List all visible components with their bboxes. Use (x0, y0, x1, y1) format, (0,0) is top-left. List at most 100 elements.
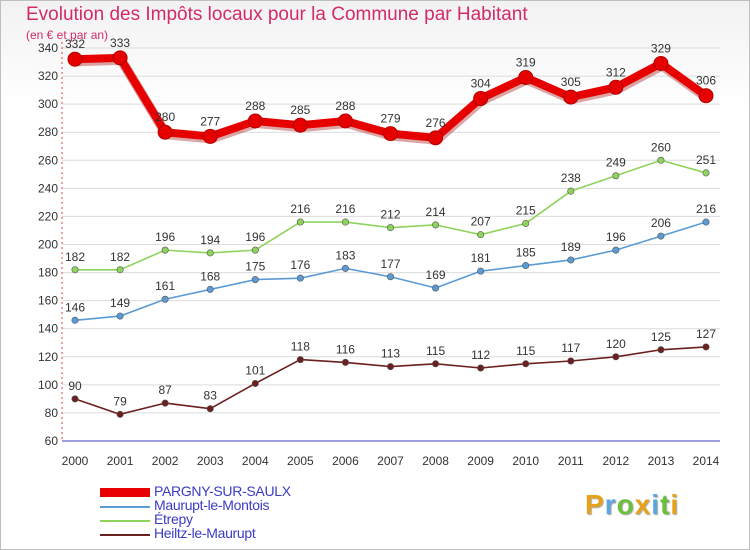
data-label: 194 (200, 233, 220, 247)
proxiti-logo: Proxiti (585, 489, 679, 521)
data-label: 304 (471, 77, 491, 91)
data-point (341, 264, 349, 272)
data-label: 169 (426, 268, 446, 282)
data-point (251, 246, 259, 254)
data-point (386, 273, 394, 281)
data-point (161, 246, 169, 254)
data-label: 90 (68, 379, 82, 393)
data-point (702, 218, 710, 226)
legend-swatch (100, 488, 150, 497)
data-point (657, 156, 665, 164)
data-label: 168 (200, 269, 220, 283)
data-point (337, 113, 353, 129)
data-point (567, 187, 575, 195)
data-point (341, 218, 349, 226)
data-point (477, 364, 485, 372)
data-label: 101 (245, 363, 265, 377)
data-label: 112 (471, 348, 490, 362)
data-label: 206 (651, 216, 671, 230)
data-point (251, 379, 259, 387)
x-tick-label: 2004 (242, 454, 269, 468)
data-point (657, 232, 665, 240)
data-point (477, 231, 485, 239)
data-point (296, 274, 304, 282)
data-label: 214 (426, 205, 446, 219)
data-label: 305 (561, 75, 581, 89)
data-label: 183 (335, 248, 355, 262)
data-label: 149 (110, 296, 130, 310)
data-point (292, 117, 308, 133)
data-label: 251 (696, 153, 716, 167)
data-point (71, 266, 79, 274)
data-label: 117 (561, 341, 580, 355)
data-point (522, 360, 530, 368)
logo-letter: o (616, 489, 635, 520)
data-label: 182 (65, 250, 85, 264)
y-tick-label: 280 (38, 125, 58, 139)
y-tick-label: 200 (38, 238, 58, 252)
legend-swatch (100, 534, 150, 536)
data-label: 249 (606, 156, 626, 170)
data-label: 333 (110, 36, 130, 50)
data-label: 319 (516, 55, 536, 69)
data-label: 216 (335, 202, 355, 216)
legend-label: Maurupt-le-Montois (154, 497, 270, 513)
data-point (157, 124, 173, 140)
data-label: 196 (606, 230, 626, 244)
data-label: 196 (245, 230, 265, 244)
legend-label: Étrepy (154, 511, 193, 527)
y-tick-label: 100 (38, 378, 58, 392)
data-label: 306 (696, 74, 716, 88)
data-point (698, 88, 714, 104)
data-point (432, 360, 440, 368)
legend-swatch (100, 520, 150, 522)
x-tick-label: 2007 (377, 454, 404, 468)
x-tick-label: 2010 (512, 454, 539, 468)
data-label: 127 (696, 327, 716, 341)
data-point (383, 126, 398, 142)
data-point (473, 91, 489, 107)
data-label: 288 (245, 99, 265, 113)
chart-title: Evolution des Impôts locaux pour la Comm… (26, 4, 528, 25)
data-point (702, 343, 710, 351)
x-tick-label: 2008 (422, 454, 449, 468)
data-label: 185 (516, 246, 536, 260)
x-tick-label: 2003 (197, 454, 224, 468)
data-label: 215 (516, 203, 536, 217)
logo-letter: i (670, 489, 680, 520)
data-point (612, 246, 620, 254)
data-label: 332 (65, 37, 85, 51)
data-point (702, 169, 710, 177)
data-label: 212 (380, 208, 400, 222)
data-label: 238 (561, 171, 581, 185)
data-point (161, 399, 169, 407)
data-point (522, 219, 530, 227)
data-label: 83 (204, 389, 218, 403)
data-label: 285 (290, 103, 310, 117)
data-point (296, 218, 304, 226)
y-tick-label: 80 (45, 406, 59, 420)
data-label: 177 (380, 257, 400, 271)
data-label: 207 (471, 215, 491, 229)
data-label: 161 (155, 279, 175, 293)
y-tick-label: 160 (38, 294, 58, 308)
data-label: 176 (290, 258, 310, 272)
data-label: 216 (696, 202, 716, 216)
y-tick-label: 240 (38, 181, 58, 195)
data-label: 125 (651, 330, 671, 344)
data-label: 182 (110, 250, 130, 264)
data-point (612, 172, 620, 180)
data-label: 146 (65, 300, 85, 314)
data-label: 216 (290, 202, 310, 216)
data-label: 276 (426, 116, 446, 130)
chart-subtitle: (en € et par an) (26, 28, 109, 42)
data-point (206, 285, 214, 293)
data-point (522, 262, 530, 270)
y-tick-label: 300 (38, 97, 58, 111)
x-tick-label: 2009 (467, 454, 494, 468)
data-label: 175 (245, 260, 265, 274)
y-tick-label: 60 (45, 434, 59, 448)
data-point (112, 50, 128, 66)
